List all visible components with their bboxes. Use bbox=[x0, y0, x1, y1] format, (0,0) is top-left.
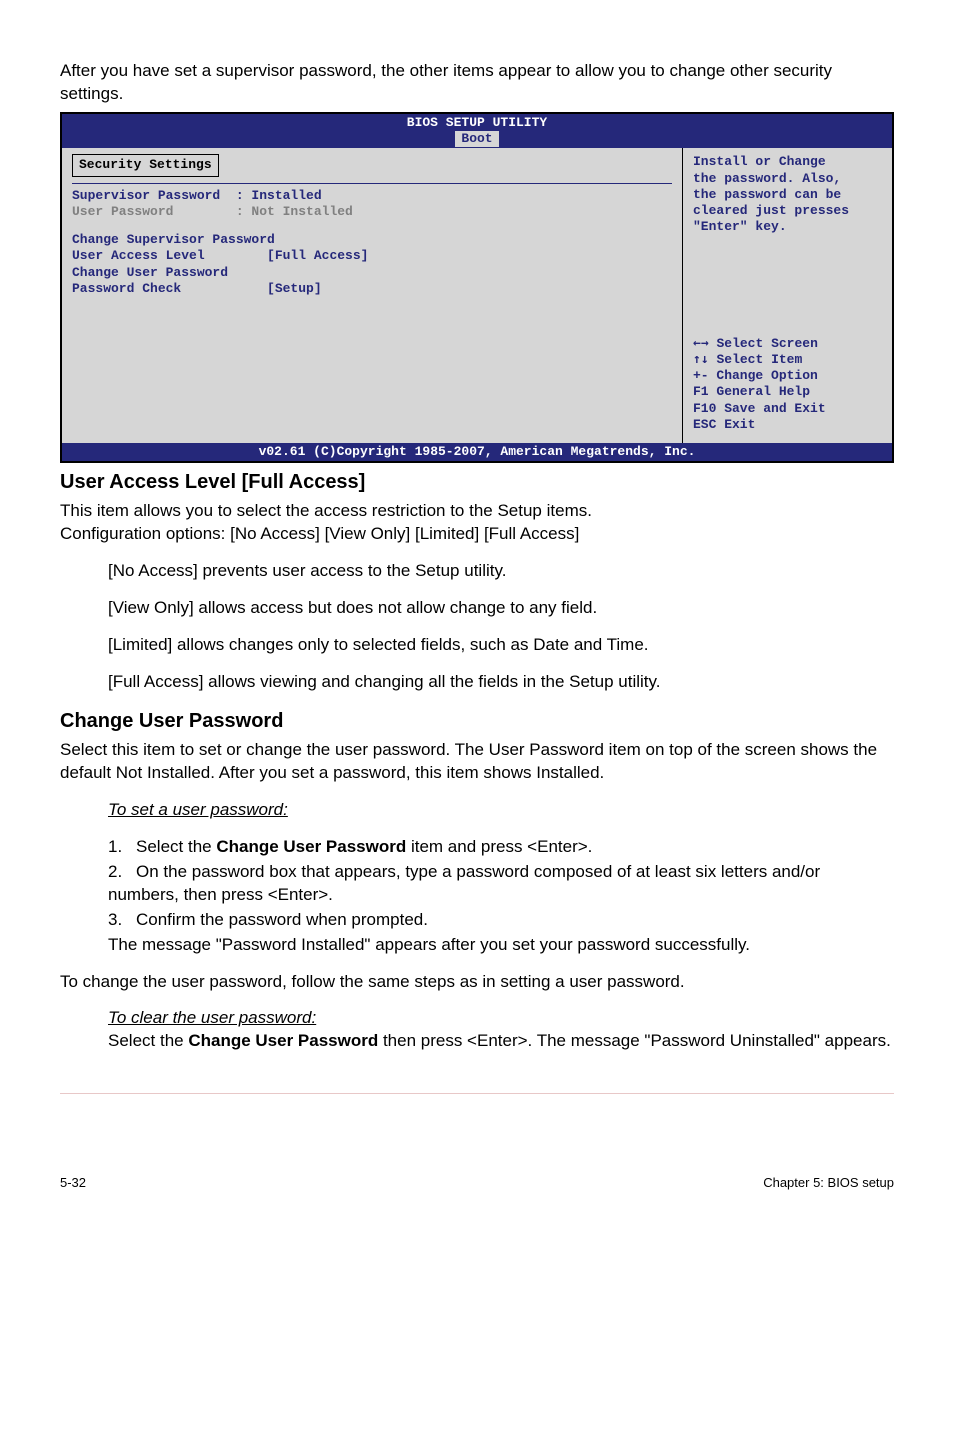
bios-divider bbox=[72, 183, 672, 184]
cup-paragraph: Select this item to set or change the us… bbox=[60, 739, 894, 785]
ual-option-limited: [Limited] allows changes only to selecte… bbox=[108, 634, 894, 657]
ual-paragraph-1: This item allows you to select the acces… bbox=[60, 500, 894, 523]
bios-nav-save-exit: F10 Save and Exit bbox=[693, 401, 882, 417]
ual-option-full-access: [Full Access] allows viewing and changin… bbox=[108, 671, 894, 694]
intro-paragraph: After you have set a supervisor password… bbox=[60, 60, 894, 106]
bios-row-change-user: Change User Password bbox=[72, 265, 672, 281]
ual-option-view-only: [View Only] allows access but does not a… bbox=[108, 597, 894, 620]
bios-help-line: "Enter" key. bbox=[693, 219, 882, 235]
ual-paragraph-2: Configuration options: [No Access] [View… bbox=[60, 523, 894, 546]
bios-nav-esc-exit: ESC Exit bbox=[693, 417, 882, 433]
bios-copyright-footer: v02.61 (C)Copyright 1985-2007, American … bbox=[62, 443, 892, 461]
bios-title: BIOS SETUP UTILITY bbox=[407, 115, 547, 130]
after-steps-note: The message "Password Installed" appears… bbox=[108, 934, 894, 957]
step-2: 2.On the password box that appears, type… bbox=[108, 861, 894, 907]
bios-nav-general-help: F1 General Help bbox=[693, 384, 882, 400]
bios-help-line: the password. Also, bbox=[693, 171, 882, 187]
to-clear-header: To clear the user password: bbox=[108, 1008, 316, 1027]
bios-nav-change-option: +- Change Option bbox=[693, 368, 882, 384]
bios-help-panel: Install or Change the password. Also, th… bbox=[682, 148, 892, 443]
bios-setup-screenshot: BIOS SETUP UTILITY Boot Security Setting… bbox=[60, 112, 894, 464]
bios-nav-select-screen: ←→ Select Screen bbox=[693, 336, 882, 352]
step-3: 3.Confirm the password when prompted. bbox=[108, 909, 894, 932]
bios-left-panel: Security Settings Supervisor Password : … bbox=[62, 148, 682, 443]
bios-help-line: cleared just presses bbox=[693, 203, 882, 219]
ual-option-no-access: [No Access] prevents user access to the … bbox=[108, 560, 894, 583]
footer-divider bbox=[60, 1093, 894, 1094]
page-number: 5-32 bbox=[60, 1174, 86, 1192]
security-settings-header: Security Settings bbox=[72, 154, 219, 176]
arrows-ud-icon: ↑↓ bbox=[693, 352, 709, 367]
step-1: 1.Select the Change User Password item a… bbox=[108, 836, 894, 859]
bios-nav-select-item: ↑↓ Select Item bbox=[693, 352, 882, 368]
bios-tab-boot: Boot bbox=[455, 131, 498, 147]
bios-row-password-check: Password Check [Setup] bbox=[72, 281, 672, 297]
heading-user-access-level: User Access Level [Full Access] bbox=[60, 469, 894, 496]
to-set-header: To set a user password: bbox=[108, 800, 288, 819]
bios-help-line: the password can be bbox=[693, 187, 882, 203]
clear-instruction: Select the Change User Password then pre… bbox=[108, 1031, 891, 1050]
bios-row-supervisor-password: Supervisor Password : Installed bbox=[72, 188, 672, 204]
arrows-lr-icon: ←→ bbox=[693, 336, 709, 351]
bios-title-bar: BIOS SETUP UTILITY Boot bbox=[62, 114, 892, 149]
change-note: To change the user password, follow the … bbox=[60, 971, 894, 994]
bios-row-user-password: User Password : Not Installed bbox=[72, 204, 672, 220]
bios-row-user-access-level: User Access Level [Full Access] bbox=[72, 248, 672, 264]
bios-row-change-supervisor: Change Supervisor Password bbox=[72, 232, 672, 248]
chapter-label: Chapter 5: BIOS setup bbox=[763, 1174, 894, 1192]
bios-help-line: Install or Change bbox=[693, 154, 882, 170]
heading-change-user-password: Change User Password bbox=[60, 708, 894, 735]
page-footer: 5-32 Chapter 5: BIOS setup bbox=[60, 1174, 894, 1192]
